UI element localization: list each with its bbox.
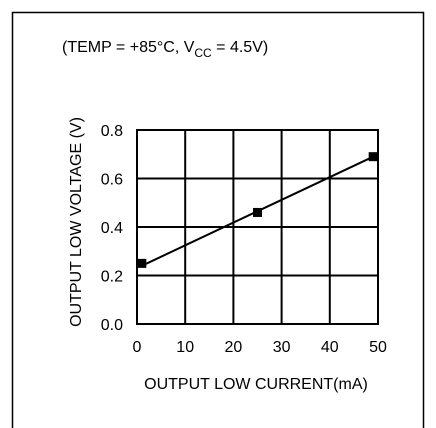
x-tick-label: 50 [369, 339, 387, 356]
y-tick-label: 0.8 [101, 123, 123, 140]
y-tick-label: 0.2 [101, 269, 123, 286]
x-tick-label: 40 [321, 339, 339, 356]
chart-title-subscript: CC [194, 46, 212, 60]
y-tick-label: 0.4 [101, 220, 123, 237]
x-tick-label: 20 [225, 339, 243, 356]
y-axis-label: OUTPUT LOW VOLTAGE (V) [68, 117, 85, 327]
data-series [137, 152, 378, 268]
x-tick-label: 0 [133, 339, 142, 356]
chart-title: (TEMP = +85°C, VCC = 4.5V) [62, 39, 268, 60]
data-point-marker [137, 258, 147, 268]
y-tick-label: 0.0 [101, 317, 123, 334]
chart-title-prefix: (TEMP = +85°C, V [62, 39, 195, 56]
x-tick-label: 30 [273, 339, 291, 356]
y-tick-label: 0.6 [101, 172, 123, 189]
figure-frame [11, 11, 425, 428]
plot-area-border [136, 129, 379, 325]
grid-lines [136, 129, 379, 325]
x-axis-label: OUTPUT LOW CURRENT(mA) [144, 376, 368, 393]
data-point-marker [368, 152, 378, 162]
frame-border [11, 11, 425, 428]
data-point-marker [253, 207, 262, 217]
x-tick-label: 10 [176, 339, 194, 356]
tick-labels: 0 10 20 30 40 50 0.8 0.6 0.4 0.2 0.0 [101, 123, 387, 356]
chart-title-suffix: = 4.5V) [212, 39, 268, 56]
